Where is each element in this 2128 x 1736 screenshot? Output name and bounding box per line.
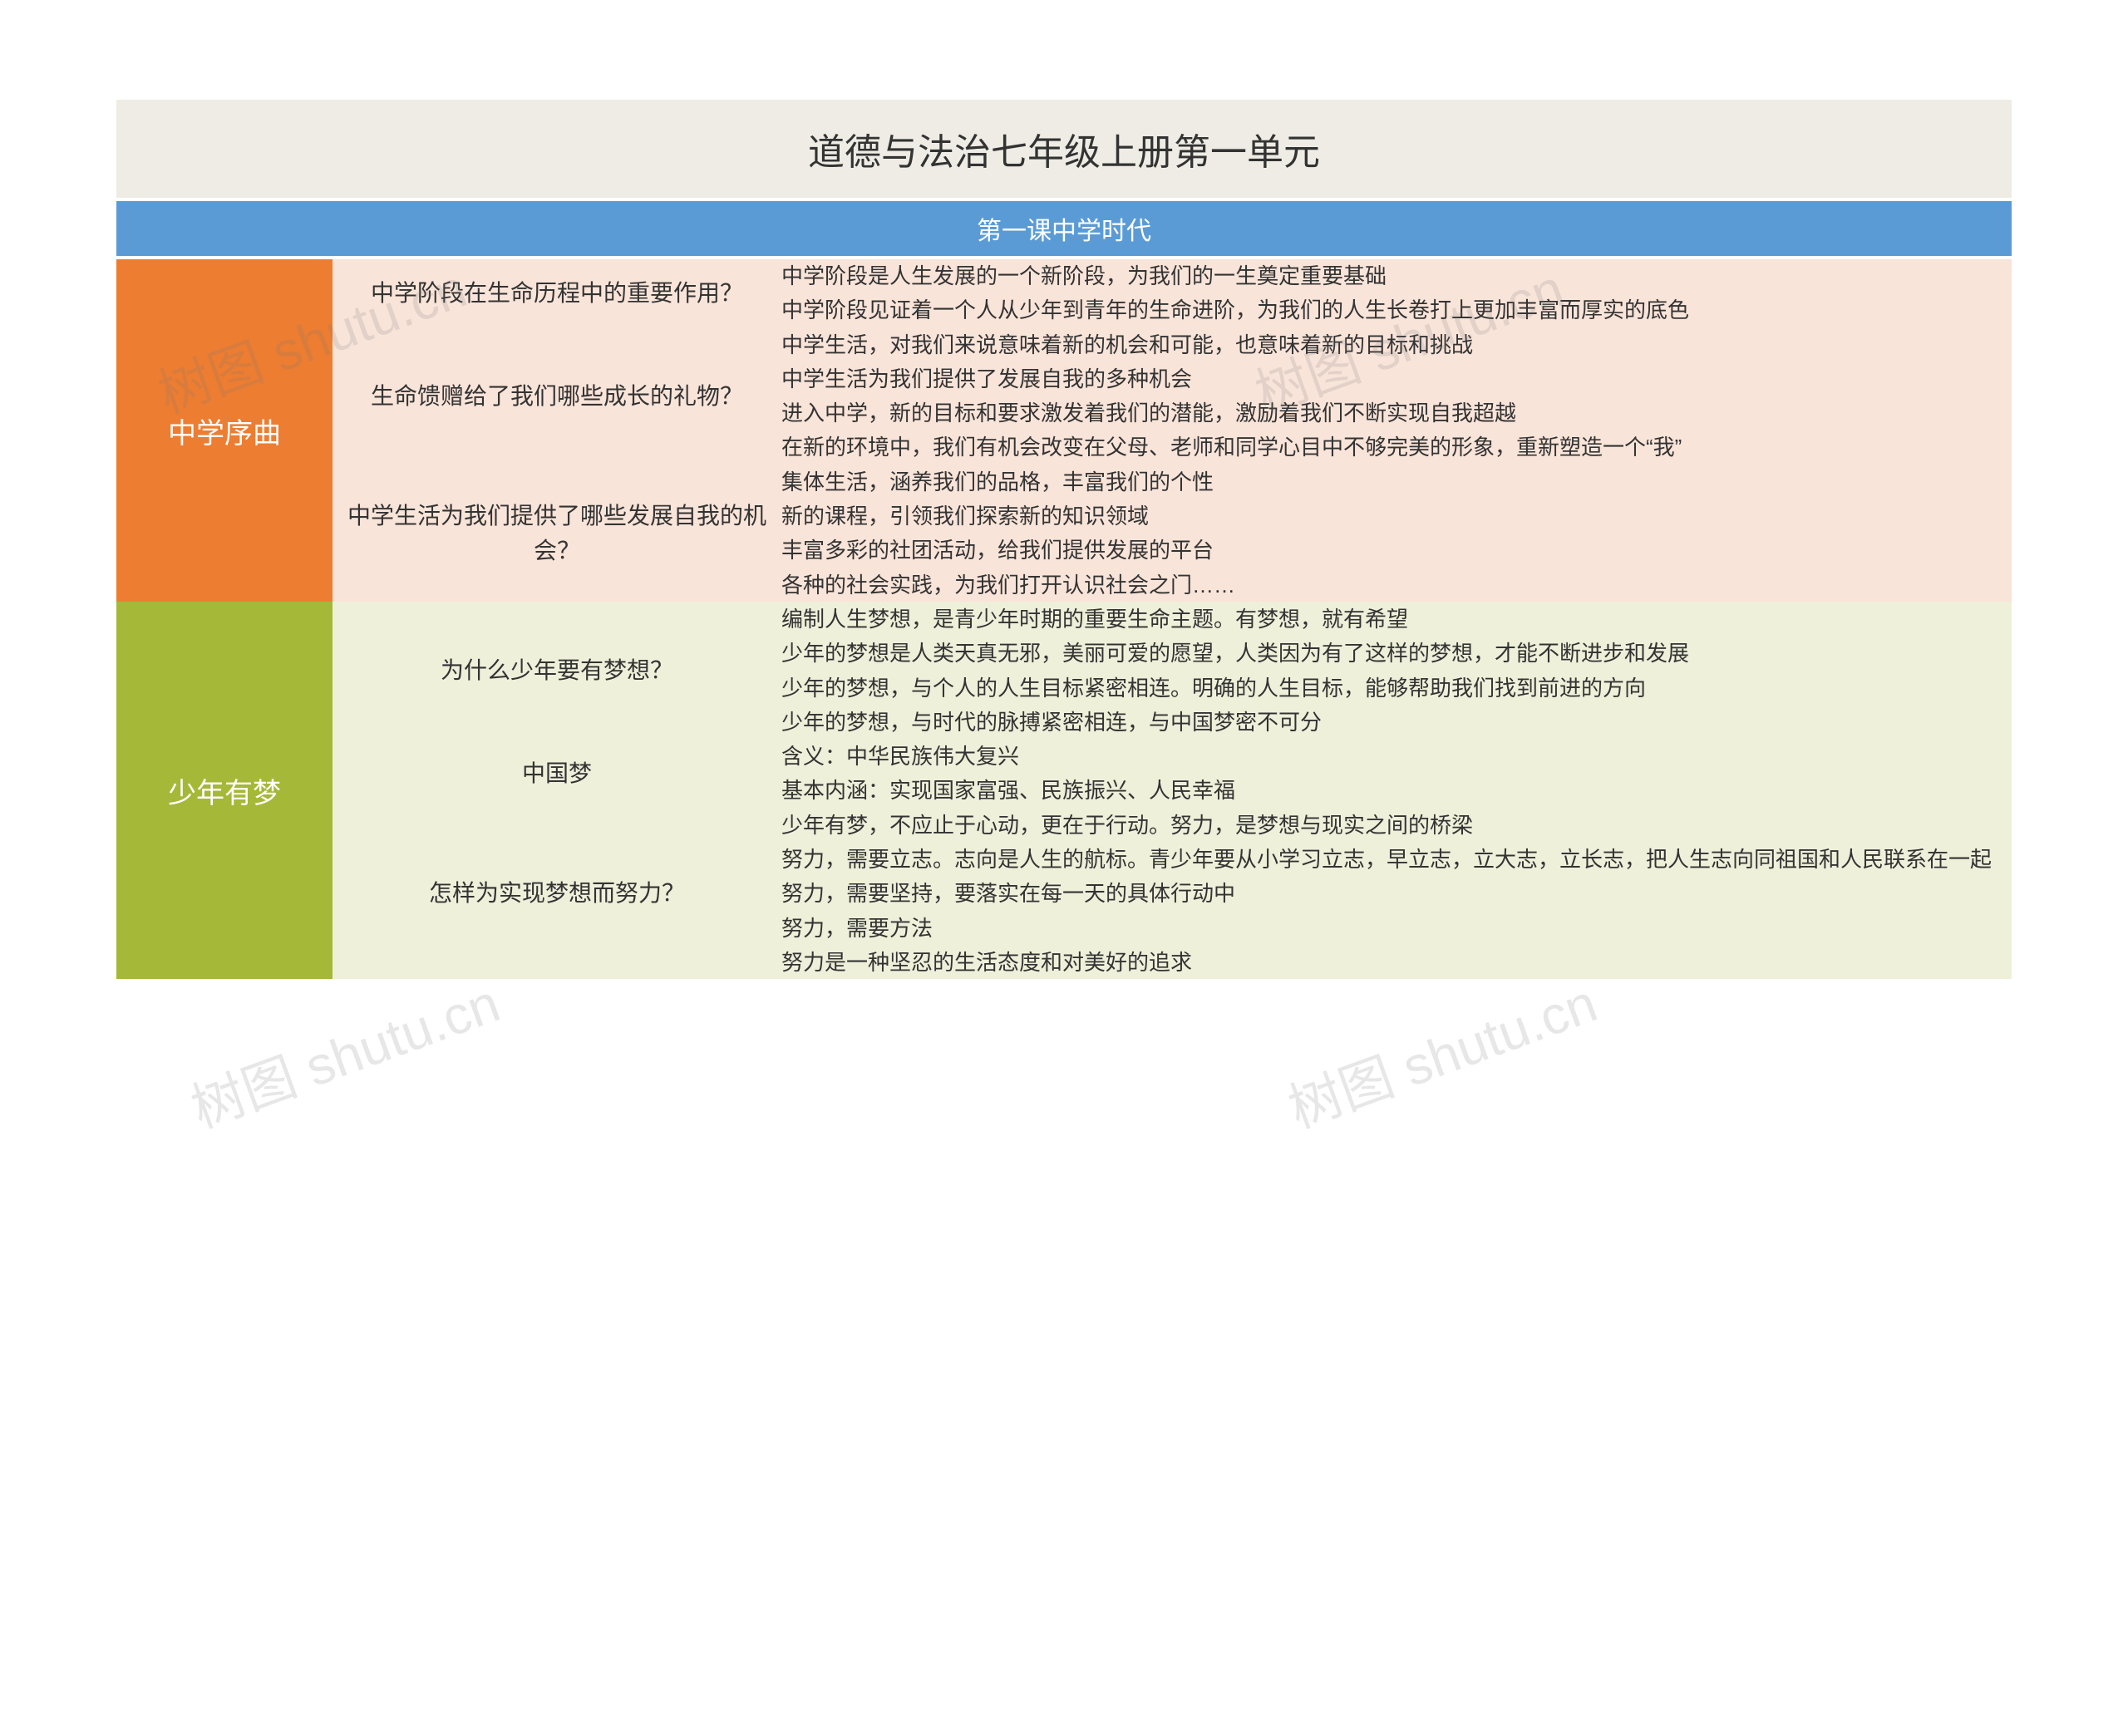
leaf-cell: 努力，需要立志。志向是人生的航标。青少年要从小学习立志，早立志，立大志，立长志，… [781, 843, 2012, 877]
leaf-cell: 各种的社会实践，为我们打开认识社会之门…… [781, 568, 2012, 602]
leaf-cell: 中学生活，对我们来说意味着新的机会和可能，也意味着新的目标和挑战 [781, 327, 2012, 361]
page-subtitle: 第一课中学时代 [116, 199, 2012, 258]
watermark: 树图 shutu.cn [180, 961, 509, 1143]
leaf-cell: 努力是一种坚忍的生活态度和对美好的追求 [781, 945, 2012, 979]
leaf-cell: 在新的环境中，我们有机会改变在父母、老师和同学心目中不够完美的形象，重新塑造一个… [781, 430, 2012, 465]
question-cell: 为什么少年要有梦想？ [332, 602, 781, 739]
question-cell: 怎样为实现梦想而努力？ [332, 808, 781, 979]
page-title: 道德与法治七年级上册第一单元 [116, 100, 2012, 199]
leaf-cell: 编制人生梦想，是青少年时期的重要生命主题。有梦想，就有希望 [781, 602, 2012, 636]
mindmap-table: 道德与法治七年级上册第一单元 第一课中学时代 中学序曲 中学阶段在生命历程中的重… [116, 100, 2012, 979]
leaf-cell: 少年的梦想，与个人的人生目标紧密相连。明确的人生目标，能够帮助我们找到前进的方向 [781, 671, 2012, 705]
diagram-canvas: 树图 shutu.cn 树图 shutu.cn 树图 shutu.cn 树图 s… [0, 0, 2128, 1736]
leaf-cell: 努力，需要坚持，要落实在每一天的具体行动中 [781, 877, 2012, 911]
leaf-cell: 进入中学，新的目标和要求激发着我们的潜能，激励着我们不断实现自我超越 [781, 396, 2012, 430]
title-row: 道德与法治七年级上册第一单元 [116, 100, 2012, 199]
table-row: 中学生活为我们提供了哪些发展自我的机会？ 集体生活，涵养我们的品格，丰富我们的个… [116, 465, 2012, 499]
table-row: 中国梦 含义：中华民族伟大复兴 [116, 740, 2012, 774]
leaf-cell: 含义：中华民族伟大复兴 [781, 740, 2012, 774]
table-row: 怎样为实现梦想而努力？ 少年有梦，不应止于心动，更在于行动。努力，是梦想与现实之… [116, 808, 2012, 842]
subtitle-row: 第一课中学时代 [116, 199, 2012, 258]
question-cell: 生命馈赠给了我们哪些成长的礼物？ [332, 327, 781, 465]
leaf-cell: 少年有梦，不应止于心动，更在于行动。努力，是梦想与现实之间的桥梁 [781, 808, 2012, 842]
table-row: 少年有梦 为什么少年要有梦想？ 编制人生梦想，是青少年时期的重要生命主题。有梦想… [116, 602, 2012, 636]
table-row: 中学序曲 中学阶段在生命历程中的重要作用？ 中学阶段是人生发展的一个新阶段，为我… [116, 258, 2012, 293]
leaf-cell: 少年的梦想是人类天真无邪，美丽可爱的愿望，人类因为有了这样的梦想，才能不断进步和… [781, 637, 2012, 671]
leaf-cell: 少年的梦想，与时代的脉搏紧密相连，与中国梦密不可分 [781, 705, 2012, 739]
section-label-1: 中学序曲 [116, 258, 332, 602]
table-row: 生命馈赠给了我们哪些成长的礼物？ 中学生活，对我们来说意味着新的机会和可能，也意… [116, 327, 2012, 361]
leaf-cell: 中学生活为我们提供了发展自我的多种机会 [781, 361, 2012, 396]
leaf-cell: 丰富多彩的社团活动，给我们提供发展的平台 [781, 534, 2012, 568]
leaf-cell: 中学阶段见证着一个人从少年到青年的生命进阶，为我们的人生长卷打上更加丰富而厚实的… [781, 293, 2012, 327]
leaf-cell: 努力，需要方法 [781, 911, 2012, 945]
question-cell: 中学生活为我们提供了哪些发展自我的机会？ [332, 465, 781, 602]
leaf-cell: 集体生活，涵养我们的品格，丰富我们的个性 [781, 465, 2012, 499]
watermark: 树图 shutu.cn [1277, 961, 1606, 1143]
leaf-cell: 新的课程，引领我们探索新的知识领域 [781, 499, 2012, 534]
section-label-2: 少年有梦 [116, 602, 332, 979]
leaf-cell: 基本内涵：实现国家富强、民族振兴、人民幸福 [781, 774, 2012, 808]
leaf-cell: 中学阶段是人生发展的一个新阶段，为我们的一生奠定重要基础 [781, 258, 2012, 293]
question-cell: 中国梦 [332, 740, 781, 809]
question-cell: 中学阶段在生命历程中的重要作用？ [332, 258, 781, 327]
